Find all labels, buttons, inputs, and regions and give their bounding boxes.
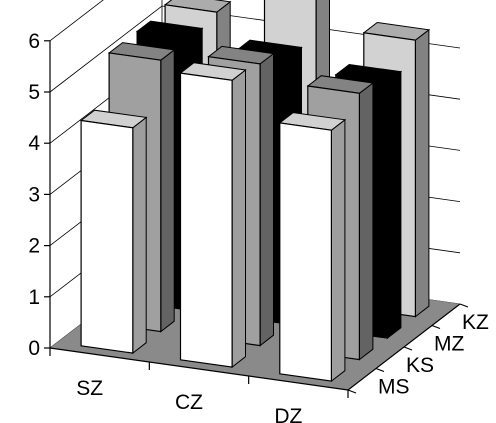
bar-side-face bbox=[160, 48, 175, 333]
depth-tick-label: MZ bbox=[434, 332, 464, 355]
bar-side-face bbox=[414, 28, 430, 318]
chart-bars bbox=[79, 0, 431, 383]
depth-tick-mark bbox=[431, 324, 441, 330]
depth-tick-label: KS bbox=[406, 354, 434, 377]
gridline bbox=[49, 0, 104, 42]
depth-tick-mark bbox=[347, 389, 357, 394]
x-axis-line bbox=[49, 347, 349, 391]
bar-side-face bbox=[358, 81, 374, 361]
bar-front-face bbox=[80, 119, 134, 354]
y-tick-label: 1 bbox=[28, 286, 40, 309]
y-tick-label: 3 bbox=[28, 183, 40, 206]
bar-MS-SZ bbox=[79, 109, 148, 355]
y-tick-label: 2 bbox=[28, 235, 40, 258]
bar-side-face bbox=[132, 116, 147, 355]
bar-MS-CZ bbox=[179, 62, 247, 369]
bar-side-face bbox=[386, 70, 402, 340]
bar-MS-DZ bbox=[278, 112, 347, 383]
bar-side-face bbox=[231, 68, 246, 369]
bar-front-face bbox=[179, 72, 233, 368]
y-tick-label: 6 bbox=[28, 30, 40, 53]
bar-front-face bbox=[279, 122, 332, 382]
bar-side-face bbox=[259, 52, 274, 347]
x-tick-label: DZ bbox=[274, 405, 302, 423]
y-tick-label: 5 bbox=[28, 81, 40, 104]
bar-side-face bbox=[330, 118, 346, 383]
depth-tick-label: KZ bbox=[462, 311, 489, 334]
x-tick-label: SZ bbox=[76, 377, 103, 400]
chart-axes bbox=[44, 40, 469, 398]
depth-tick-label: MS bbox=[378, 375, 410, 398]
x-tick-label: CZ bbox=[175, 391, 203, 414]
depth-tick-mark bbox=[403, 346, 413, 351]
depth-tick-mark bbox=[375, 367, 385, 373]
y-tick-label: 0 bbox=[28, 337, 40, 360]
y-tick-label: 4 bbox=[28, 132, 40, 155]
depth-tick-mark bbox=[459, 303, 469, 308]
